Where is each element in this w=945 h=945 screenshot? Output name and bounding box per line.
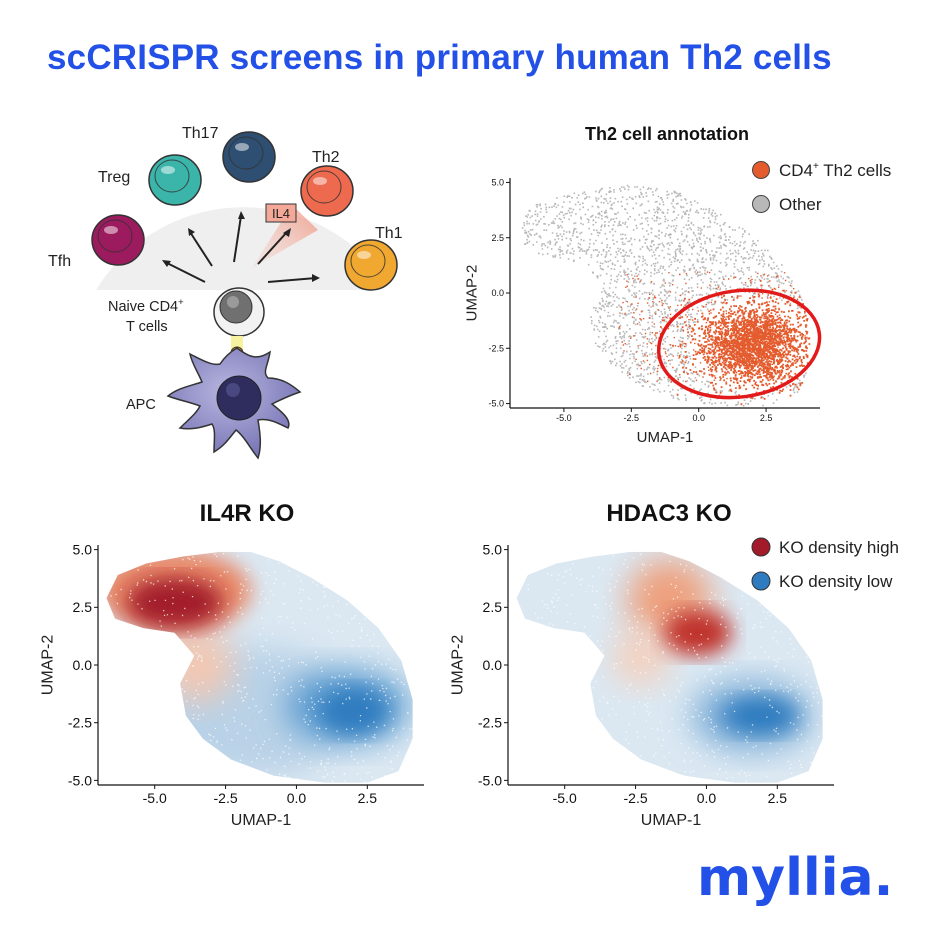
density-high-core (663, 609, 732, 656)
th2-points (618, 271, 811, 406)
il4r-ko-plot: IL4R KO -5.0 -2.5 0.0 2.5 5.0 2.5 0.0 -2.5 -5.0 UM… (39, 500, 424, 829)
x-tick-label: 0.0 (692, 413, 705, 423)
x-tick-label: -5.0 (143, 790, 167, 806)
y-tick-label: 2.5 (491, 233, 504, 243)
hdac3-ko-plot: HDAC3 KO -5.0 -2.5 0.0 2.5 5.0 2.5 0.0 -2.5 -5.0 U… (449, 500, 899, 829)
y-tick-label: -5.0 (478, 772, 502, 788)
th2-annotation-plot: Th2 cell annotation -5.0 -2.5 0.0 2.5 5.0 2.5 0… (463, 124, 891, 446)
y-tick-label: 5.0 (483, 542, 503, 558)
tfh-cell: Tfh (48, 214, 145, 270)
x-tick-label: -2.5 (624, 413, 640, 423)
th2-label: Th2 (312, 149, 340, 166)
y-axis-label: UMAP-2 (463, 265, 480, 322)
x-tick-label: 0.0 (697, 790, 717, 806)
plot-title: Th2 cell annotation (585, 124, 749, 144)
y-tick-label: -2.5 (68, 715, 92, 731)
y-axis-label: UMAP-2 (39, 635, 56, 696)
apc-label: APC (126, 397, 156, 413)
legend: KO density high KO density low (751, 537, 899, 591)
apc-cell (166, 347, 302, 460)
y-tick-label: -2.5 (478, 715, 502, 731)
myllia-logo: myllia. (697, 848, 893, 908)
x-axis-label: UMAP-1 (231, 812, 292, 829)
naive-cd4-cell (213, 287, 265, 337)
plot-title: IL4R KO (200, 500, 295, 527)
density-high-core (126, 577, 223, 629)
y-tick-label: 2.5 (73, 599, 93, 615)
th17-cell: Th17 (182, 125, 276, 183)
y-tick-label: 0.0 (73, 657, 93, 673)
x-tick-label: 2.5 (768, 790, 788, 806)
density-field (516, 551, 823, 783)
plot-title: HDAC3 KO (606, 500, 731, 527)
x-tick-label: 2.5 (760, 413, 773, 423)
density-mid-blob (612, 630, 670, 686)
th17-label: Th17 (182, 125, 219, 142)
tfh-label: Tfh (48, 253, 71, 270)
highlight-ellipse (656, 288, 822, 400)
th-differentiation-diagram: Tfh Treg Th17 Th2 Th1 Naive CD4+ T cells APC… (48, 125, 403, 460)
density-low-core (723, 697, 798, 735)
il4-box (265, 203, 297, 223)
x-tick-label: -5.0 (553, 790, 577, 806)
legend-label: KO density high (779, 538, 899, 557)
other-points (521, 184, 807, 407)
y-tick-label: 2.5 (483, 599, 503, 615)
legend-swatch (752, 161, 770, 179)
il4-label: IL4 (272, 206, 290, 221)
legend-label: CD4+ Th2 cells (779, 161, 891, 180)
legend-swatch (751, 571, 771, 591)
y-tick-label: 5.0 (491, 178, 504, 188)
page-title: scCRISPR screens in primary human Th2 ce… (47, 38, 832, 77)
x-tick-label: -2.5 (624, 790, 648, 806)
x-tick-label: 2.5 (358, 790, 378, 806)
density-field (106, 551, 413, 783)
naive-tcells-label: T cells (126, 319, 168, 335)
legend-swatch (752, 195, 770, 213)
y-axis-label: UMAP-2 (449, 635, 466, 696)
x-axis-label: UMAP-1 (637, 429, 694, 446)
y-tick-label: -5.0 (488, 399, 504, 409)
y-tick-label: -5.0 (68, 772, 92, 788)
y-tick-label: 0.0 (491, 288, 504, 298)
y-tick-label: 5.0 (73, 542, 93, 558)
treg-label: Treg (98, 169, 130, 186)
th2-cell: Th2 (300, 149, 354, 217)
legend-label: KO density low (779, 572, 893, 591)
density-low-core (319, 688, 388, 735)
density-mid-blob (160, 628, 235, 702)
scatter-points (521, 184, 811, 407)
x-tick-label: -5.0 (556, 413, 572, 423)
x-tick-label: 0.0 (287, 790, 307, 806)
legend: CD4+ Th2 cells Other (752, 161, 891, 214)
y-tick-label: 0.0 (483, 657, 503, 673)
x-axis-label: UMAP-1 (641, 812, 702, 829)
arrows (162, 211, 320, 283)
naive-cd4-label: Naive CD4+ (108, 297, 184, 315)
legend-label: Other (779, 195, 822, 214)
y-tick-label: -2.5 (488, 343, 504, 353)
x-tick-label: -2.5 (214, 790, 238, 806)
th1-cell: Th1 (344, 225, 403, 291)
treg-cell: Treg (98, 154, 202, 206)
legend-swatch (751, 537, 771, 557)
th1-label: Th1 (375, 225, 403, 242)
